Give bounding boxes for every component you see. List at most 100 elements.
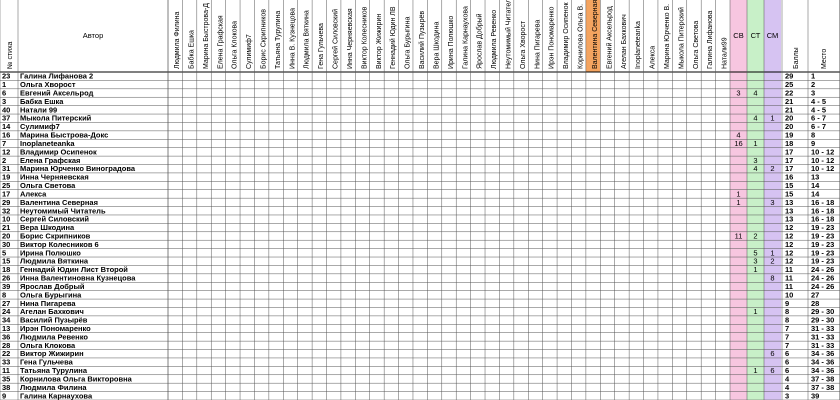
- poem-number: 39: [2, 282, 10, 291]
- author-header: Автор: [83, 31, 104, 40]
- sv-value: 11: [735, 231, 743, 240]
- place: 10 - 12: [811, 147, 834, 156]
- sm-value: 8: [770, 274, 774, 283]
- poem-number: 37: [2, 114, 10, 123]
- poem-number: 12: [2, 147, 10, 156]
- place: 1: [811, 72, 815, 81]
- place: 2: [811, 80, 815, 89]
- judge-name: Евгений Аксельрод: [605, 6, 613, 69]
- sm-value: 3: [770, 198, 774, 207]
- author-name: Владимир Осипенок: [20, 147, 97, 156]
- sv-value: 1: [736, 189, 740, 198]
- judge-name: Сулимиф7: [246, 34, 253, 69]
- author-name: Людмила Вяткина: [20, 257, 89, 266]
- author-name: Инна Черняевская: [20, 173, 89, 182]
- sv-column: [730, 0, 747, 400]
- place: 19 - 23: [811, 248, 834, 257]
- judge-name: Елена Графская: [217, 15, 224, 69]
- author-name: Василий Пузырёв: [20, 316, 88, 325]
- author-name: Виктор Колесников 6: [20, 240, 99, 249]
- points: 13: [785, 198, 793, 207]
- poem-number: 33: [2, 358, 10, 367]
- author-name: Неутомимый Читатель: [20, 206, 106, 215]
- judge-name: Inoplaneteanka: [635, 21, 642, 69]
- author-name: Inoplaneteanka: [20, 139, 75, 148]
- poem-number: 35: [2, 374, 10, 383]
- sm-value: 2: [770, 257, 774, 266]
- sm-value: 2: [770, 164, 774, 173]
- place: 39: [811, 391, 819, 400]
- poem-number: 21: [2, 223, 10, 232]
- judge-name: Борис Скрипников: [261, 9, 268, 69]
- author-name: Валентина Северная: [20, 198, 98, 207]
- judge-name: Инна В. Кузнецова: [289, 8, 296, 69]
- poem-number: 22: [2, 349, 10, 358]
- author-name: Ольга Хворост: [20, 80, 76, 89]
- judge-name: Виктор Жижирин: [376, 14, 383, 69]
- author-name: Виктор Жижирин: [20, 349, 84, 358]
- points: 20: [785, 114, 793, 123]
- author-name: Мыкола Питерский: [20, 114, 92, 123]
- poem-number: 24: [2, 307, 11, 316]
- author-name: Сергей Силовский: [20, 215, 89, 224]
- poem-number: 13: [2, 324, 10, 333]
- sv-value: 1: [736, 198, 740, 207]
- poem-number: 20: [2, 231, 10, 240]
- poem-number: 19: [2, 173, 10, 182]
- place: 8: [811, 131, 815, 140]
- points: 18: [785, 139, 793, 148]
- poem-number: 25: [2, 181, 10, 190]
- points: 15: [785, 189, 793, 198]
- judge-name: Людмила Вяткина: [304, 10, 311, 69]
- poem-number: 2: [2, 156, 6, 165]
- sv-value: 4: [736, 131, 740, 140]
- place: 24 - 26: [811, 274, 834, 283]
- points: 4: [785, 383, 790, 392]
- author-name: Ольга Бурыгина: [20, 290, 82, 299]
- poem-number: 3: [2, 97, 6, 106]
- author-name: Людмила Ревенко: [20, 332, 88, 341]
- judge-name: Натали99: [722, 37, 729, 69]
- points: 7: [785, 341, 789, 350]
- judge-name: Ольга Хворост: [520, 20, 527, 69]
- poem-number: 26: [2, 274, 10, 283]
- sm-header: СМ: [767, 31, 779, 40]
- st-value: 4: [753, 114, 757, 123]
- poem-number: 29: [2, 198, 10, 207]
- place: 4 - 5: [811, 97, 826, 106]
- poem-number: 15: [2, 257, 10, 266]
- author-name: Ольга Светова: [20, 181, 76, 190]
- place: 31 - 33: [811, 324, 834, 333]
- author-name: Агелан Бахкович: [20, 307, 84, 316]
- points: 20: [785, 122, 793, 131]
- place: 4 - 5: [811, 105, 826, 114]
- place: 29 - 30: [811, 316, 834, 325]
- place: 31 - 33: [811, 332, 834, 341]
- judge-name: Владимир Осипенок: [563, 2, 570, 69]
- judge-name: Людмила Филина: [174, 11, 181, 69]
- poem-number: 30: [2, 240, 10, 249]
- sm-column: [764, 0, 781, 400]
- author-name: Ирина Полюшко: [20, 248, 81, 257]
- author-name: Елена Графская: [20, 156, 80, 165]
- points: 19: [785, 131, 793, 140]
- judge-name: Татьяна Турулина: [275, 11, 282, 69]
- author-name: Галина Лифанова 2: [20, 72, 93, 81]
- author-name: Гена Гульчева: [20, 358, 74, 367]
- judge-name: Нина Пигарева: [534, 20, 541, 69]
- author-name: Людмила Филина: [20, 383, 87, 392]
- poem-number: 28: [2, 341, 10, 350]
- num-header: № стиха: [7, 42, 14, 69]
- author-name: Бабка Ешка: [20, 97, 64, 106]
- st-header: СТ: [751, 31, 761, 40]
- author-name: Татьяна Турулина: [20, 366, 88, 375]
- judge-name: Вера Шкодина: [433, 22, 440, 69]
- judge-name: Галина Лифанова: [707, 10, 714, 69]
- points: 9: [785, 299, 789, 308]
- st-value: 4: [753, 89, 757, 98]
- place: 19 - 23: [811, 240, 834, 249]
- judge-name: Василий Пузырёв: [418, 11, 426, 69]
- judge-name: Мыкола Питерский: [677, 7, 685, 69]
- st-value: 3: [753, 156, 757, 165]
- judge-name: Ирина Полюшко: [448, 16, 455, 69]
